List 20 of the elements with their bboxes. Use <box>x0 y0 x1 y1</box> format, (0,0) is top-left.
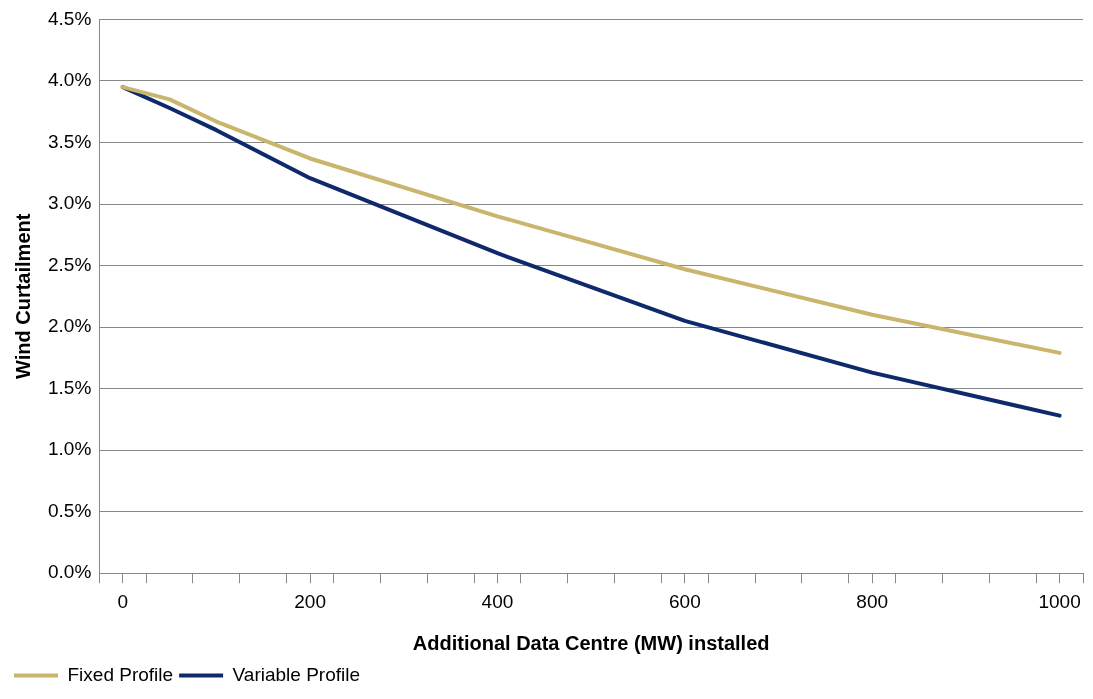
y-tick-label: 0.5% <box>47 499 92 521</box>
x-axis-title: Additional Data Centre (MW) installed <box>412 631 770 654</box>
y-tick-label: 3.5% <box>47 130 92 152</box>
y-tick-label: 1.0% <box>47 438 92 460</box>
legend-label: Variable Profile <box>232 663 361 685</box>
x-tick-label: 200 <box>294 590 326 612</box>
y-tick-label: 2.5% <box>47 253 92 275</box>
y-tick-label: 0.0% <box>47 561 92 583</box>
y-axis-title: Wind Curtailment <box>11 213 34 379</box>
x-tick-label: 0 <box>117 590 129 612</box>
x-tick-label: 1000 <box>1038 590 1081 612</box>
y-tick-label: 3.0% <box>47 192 92 214</box>
legend-label: Fixed Profile <box>67 663 174 685</box>
x-tick-label: 600 <box>668 590 701 612</box>
y-tick-label: 4.5% <box>47 7 92 29</box>
y-tick-label: 4.0% <box>47 69 92 91</box>
x-tick-label: 400 <box>481 590 514 612</box>
y-tick-label: 2.0% <box>47 315 92 337</box>
x-tick-label: 800 <box>856 590 889 612</box>
y-tick-label: 1.5% <box>47 376 92 398</box>
